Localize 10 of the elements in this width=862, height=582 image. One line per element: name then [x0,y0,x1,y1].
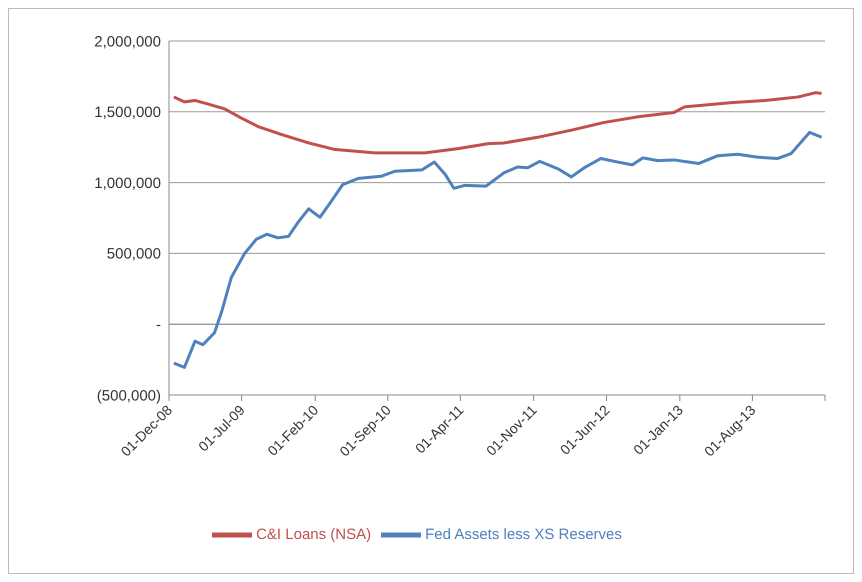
y-tick-label: (500,000) [96,387,161,404]
y-tick-label: - [156,316,161,334]
line-series [172,130,824,369]
legend-label: Fed Assets less XS Reserves [425,526,622,543]
y-tick-label: 1,000,000 [94,174,161,192]
y-tick-label: 1,500,000 [94,104,161,122]
y-tick-label: 500,000 [106,246,161,263]
legend-label: C&I Loans (NSA) [256,526,372,543]
y-tick-label: 2,000,000 [94,33,161,50]
line-series [172,91,824,154]
